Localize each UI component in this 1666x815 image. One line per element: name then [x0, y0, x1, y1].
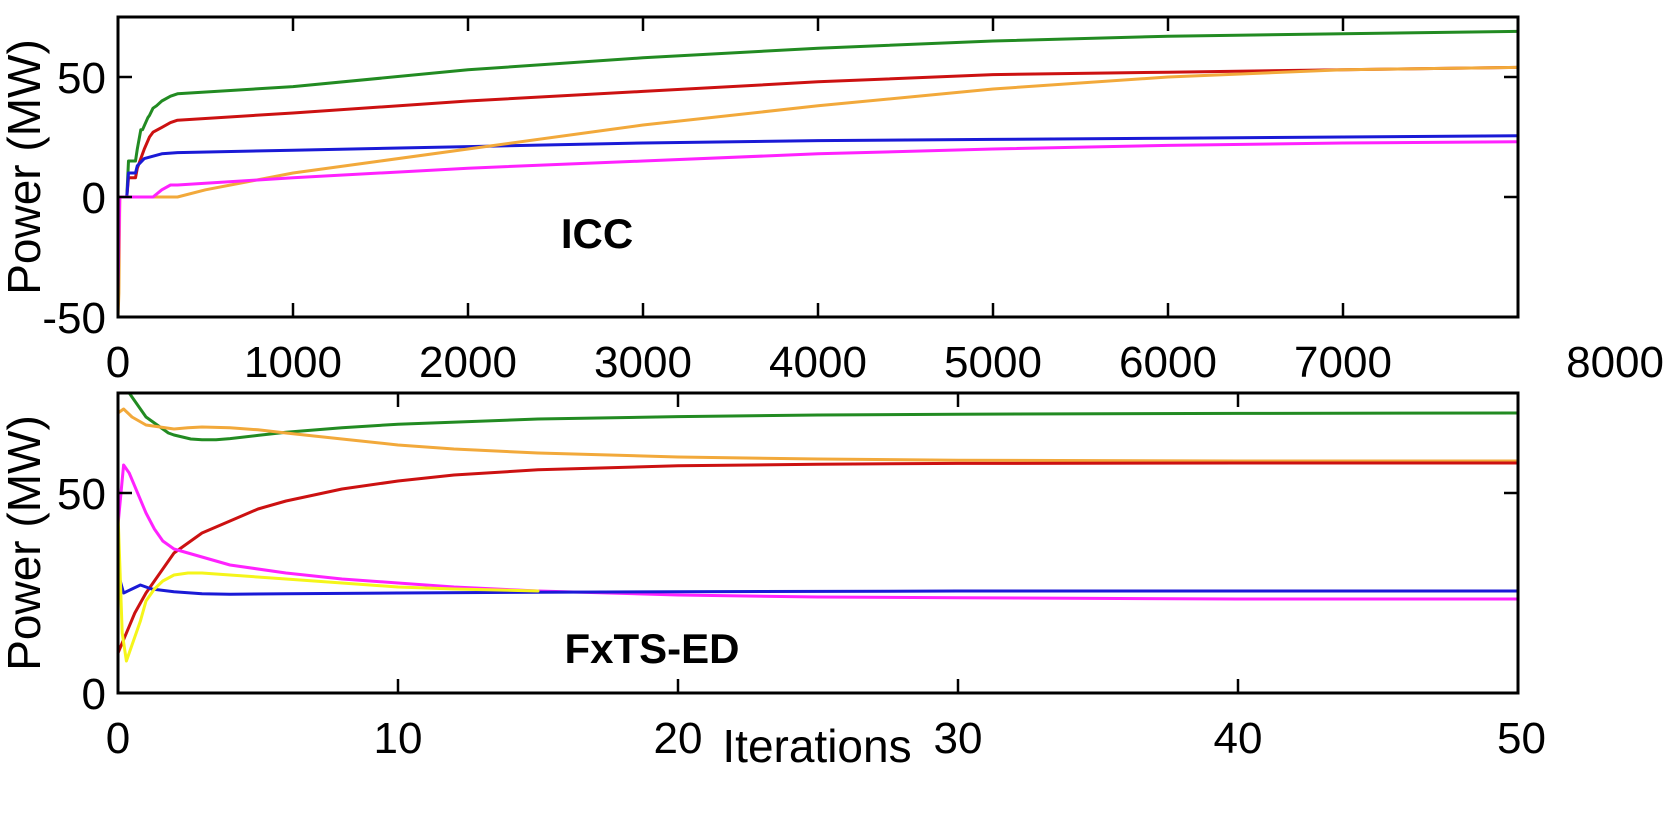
fxts-y-tick-label: 50: [57, 470, 106, 519]
icc-y-tick-label: -50: [42, 294, 106, 343]
icc-series-red: [116, 65, 1520, 199]
fxts-x-tick-label: 10: [374, 714, 423, 763]
icc-x-tick-label: 6000: [1119, 338, 1217, 387]
fxts-y-tick-label: 0: [82, 670, 106, 719]
icc-series-green: [116, 29, 1520, 199]
fxts-series-magenta: [116, 463, 1520, 601]
fxts-series-blue: [116, 571, 1520, 596]
icc-x-tick-label: 7000: [1294, 338, 1392, 387]
icc-panel-title: ICC: [561, 210, 633, 257]
icc-x-tick-label: 4000: [769, 338, 867, 387]
fxts-y-axis-title: Power (MW): [0, 415, 50, 671]
icc-series-magenta: [116, 140, 1520, 295]
icc-x-tick-label: 0: [106, 338, 130, 387]
fxts-x-axis-title: Iterations: [722, 720, 911, 772]
icc-x-tick-label: 3000: [594, 338, 692, 387]
icc-x-tick-label: 1000: [244, 338, 342, 387]
fxts-panel-title: FxTS-ED: [564, 625, 739, 672]
icc-series-layer: [116, 29, 1520, 319]
fxts-series-green: [116, 391, 1520, 442]
icc-x-tick-label: 2000: [419, 338, 517, 387]
icc-x-tick-label: 5000: [944, 338, 1042, 387]
fxts-plot-frame: [116, 391, 1520, 695]
icc-y-tick-label: 0: [82, 174, 106, 223]
fxts-x-tick-label: 20: [654, 714, 703, 763]
fxts-series-yellow: [116, 511, 540, 663]
icc-x-tick-label: 8000: [1566, 338, 1664, 387]
icc-series-orange: [116, 65, 1520, 319]
icc-y-tick-label: 50: [57, 54, 106, 103]
fxts-series-orange: [116, 407, 1520, 463]
fxts-x-tick-label: 0: [106, 714, 130, 763]
fxts-panel: 0 10 20 30 40 50 0 50 FxTS-ED Power (MW) Iterat…: [0, 391, 1546, 772]
fxts-x-tick-label: 40: [1214, 714, 1263, 763]
fxts-ticks: 0 10 20 30 40 50 0 50: [57, 393, 1546, 763]
fxts-series-red: [116, 461, 1520, 655]
icc-panel: 0 1000 2000 3000 4000 5000 6000 7000 8000-50050 …: [0, 15, 1664, 387]
fxts-x-tick-label: 50: [1497, 714, 1546, 763]
fxts-x-tick-label: 30: [934, 714, 983, 763]
fxts-series-layer: [116, 391, 1520, 663]
icc-series-blue: [116, 134, 1520, 199]
icc-y-axis-title: Power (MW): [0, 39, 50, 295]
